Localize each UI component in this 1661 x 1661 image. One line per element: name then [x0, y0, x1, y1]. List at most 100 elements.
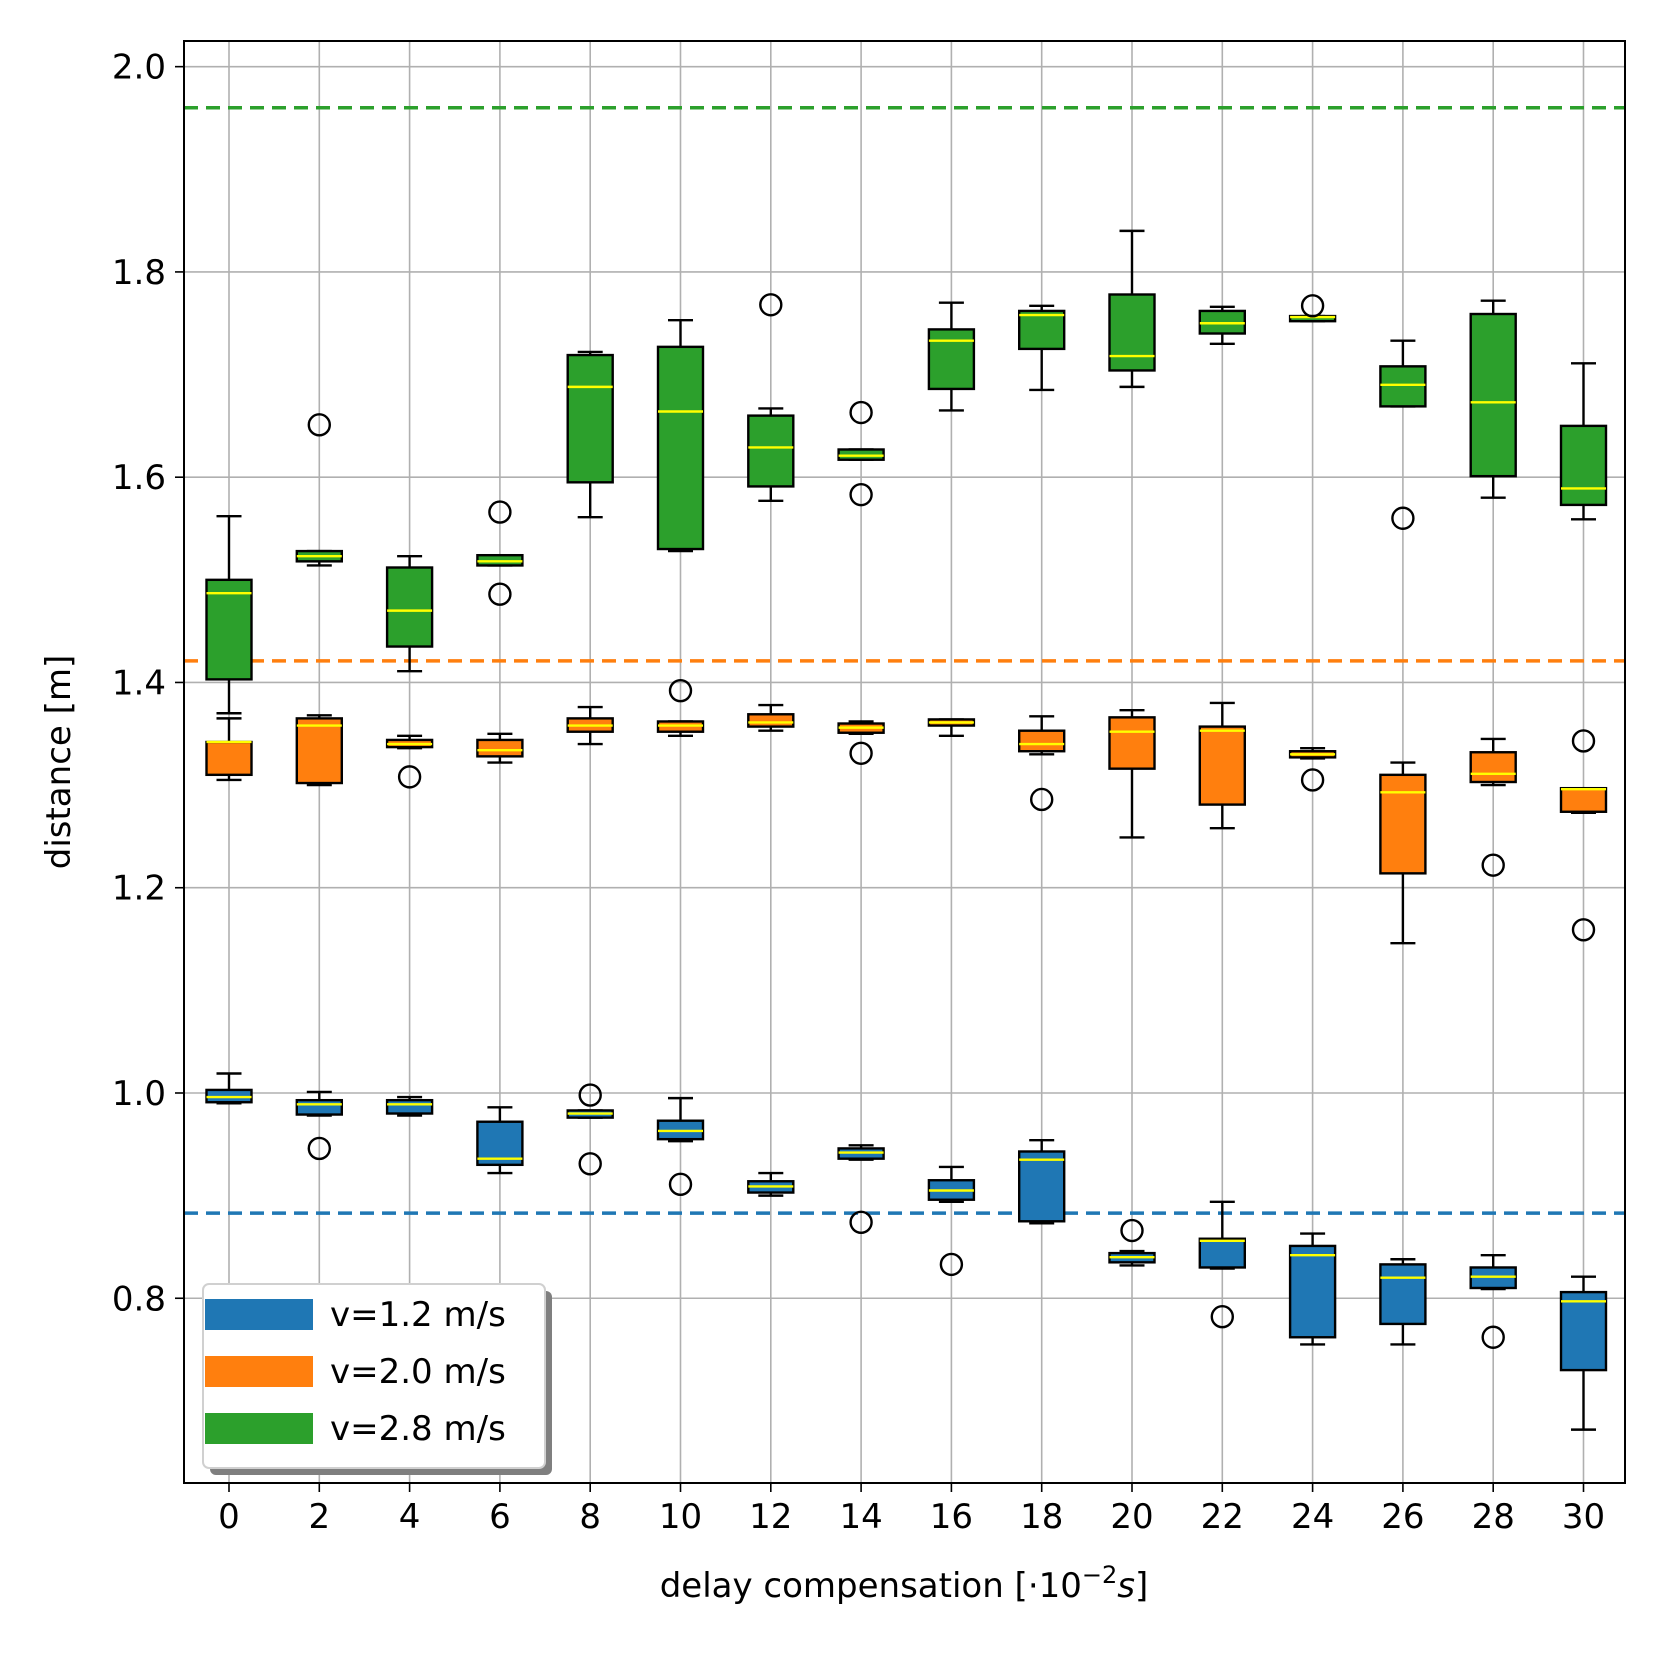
outlier-point	[1481, 1325, 1505, 1349]
x-tick-label: 18	[1020, 1497, 1063, 1537]
outlier-point	[307, 1136, 331, 1161]
outlier-point	[1571, 918, 1596, 942]
box-iqr	[927, 328, 976, 391]
box-4	[385, 1095, 434, 1117]
box-18	[1018, 1139, 1066, 1225]
box-iqr	[1379, 773, 1427, 875]
box-26	[1379, 1258, 1427, 1346]
box-30	[1559, 1275, 1608, 1431]
box-26	[1379, 339, 1427, 530]
x-tick-label: 20	[1110, 1497, 1153, 1537]
box-6	[476, 732, 524, 764]
legend: v=1.2 m/s v=2.0 m/s v=2.8 m/s	[202, 1283, 552, 1475]
x-tick-label: 30	[1562, 1497, 1605, 1537]
x-axis-ticks: 0 2 4 6 8 10 12 14 16 18 20 22 24 26 28 30	[218, 1483, 1605, 1537]
box-8	[566, 1083, 614, 1176]
box-iqr	[476, 738, 524, 758]
box-iqr	[1018, 1150, 1066, 1223]
box-12	[747, 1171, 795, 1197]
box-iqr	[1559, 424, 1608, 507]
box-18	[1018, 304, 1066, 392]
box-30	[1559, 362, 1608, 521]
box-2	[295, 714, 343, 787]
outlier-point	[668, 678, 693, 703]
box-iqr	[1288, 1244, 1337, 1339]
outlier-point	[1029, 787, 1054, 812]
box-20	[1108, 1218, 1156, 1267]
outlier-point	[668, 1172, 693, 1197]
x-tick-label: 14	[839, 1497, 882, 1537]
x-tick-label: 26	[1381, 1497, 1424, 1537]
x-tick-label: 10	[659, 1497, 702, 1537]
outlier-point	[939, 1252, 964, 1277]
box-iqr	[1108, 716, 1156, 770]
box-0	[205, 1072, 253, 1105]
y-axis-title: distance [m]	[39, 655, 79, 870]
outlier-point	[1120, 1218, 1144, 1243]
box-22	[1198, 701, 1247, 830]
x-axis-title-exponent: −2	[1082, 1561, 1117, 1589]
box-10	[656, 1096, 705, 1197]
y-tick-label: 1.6	[112, 458, 166, 498]
outlier-point	[1300, 294, 1325, 318]
y-tick-label: 0.8	[112, 1279, 166, 1319]
box-iqr	[1559, 786, 1608, 813]
box-28	[1469, 737, 1517, 877]
box-10	[656, 678, 705, 738]
box-24	[1288, 294, 1337, 323]
outlier-point	[1210, 1305, 1235, 1329]
series-group	[205, 678, 1608, 945]
y-tick-label: 1.0	[112, 1074, 166, 1114]
outlier-point	[488, 582, 512, 606]
outlier-point	[1391, 506, 1415, 530]
y-tick-label: 2.0	[112, 48, 166, 88]
x-tick-label: 16	[930, 1497, 973, 1537]
x-tick-label: 4	[399, 1497, 421, 1537]
box-iqr	[747, 414, 795, 488]
x-tick-label: 28	[1472, 1497, 1515, 1537]
box-8	[566, 705, 614, 746]
box-12	[747, 293, 795, 502]
x-tick-label: 6	[489, 1497, 511, 1537]
box-24	[1288, 746, 1337, 792]
box-14	[837, 400, 885, 507]
legend-swatch	[205, 1299, 313, 1330]
box-iqr	[656, 345, 705, 551]
box-14	[837, 1144, 885, 1235]
series-group	[205, 1072, 1608, 1431]
box-6	[476, 1106, 524, 1175]
box-24	[1288, 1232, 1337, 1346]
outlier-point	[488, 500, 512, 524]
reference-lines	[184, 105, 1625, 1215]
box-iqr	[205, 740, 253, 777]
box-10	[656, 318, 705, 553]
box-iqr	[1469, 312, 1517, 478]
box-22	[1198, 305, 1247, 345]
plot-frame	[183, 40, 1626, 1484]
x-axis-title-main: delay compensation [·10	[660, 1566, 1082, 1606]
outlier-point	[849, 482, 873, 507]
x-tick-label: 22	[1201, 1497, 1244, 1537]
box-iqr	[295, 1098, 343, 1116]
x-tick-label: 8	[579, 1497, 601, 1537]
box-iqr	[1559, 1290, 1608, 1372]
legend-swatch	[205, 1356, 313, 1387]
series-group	[205, 229, 1608, 715]
outlier-point	[1300, 768, 1325, 792]
box-6	[476, 500, 524, 606]
box-iqr	[1018, 309, 1066, 351]
box-20	[1108, 229, 1156, 389]
y-tick-label: 1.2	[112, 869, 166, 909]
box-16	[927, 718, 976, 738]
y-tick-label: 1.4	[112, 663, 166, 703]
box-26	[1379, 761, 1427, 945]
box-14	[837, 720, 885, 765]
box-iqr	[385, 1098, 434, 1115]
outlier-point	[1571, 729, 1596, 753]
box-12	[747, 703, 795, 732]
outlier-point	[849, 400, 873, 425]
box-0	[205, 514, 253, 715]
legend-label: v=2.8 m/s	[330, 1409, 506, 1449]
outlier-point	[397, 765, 422, 789]
